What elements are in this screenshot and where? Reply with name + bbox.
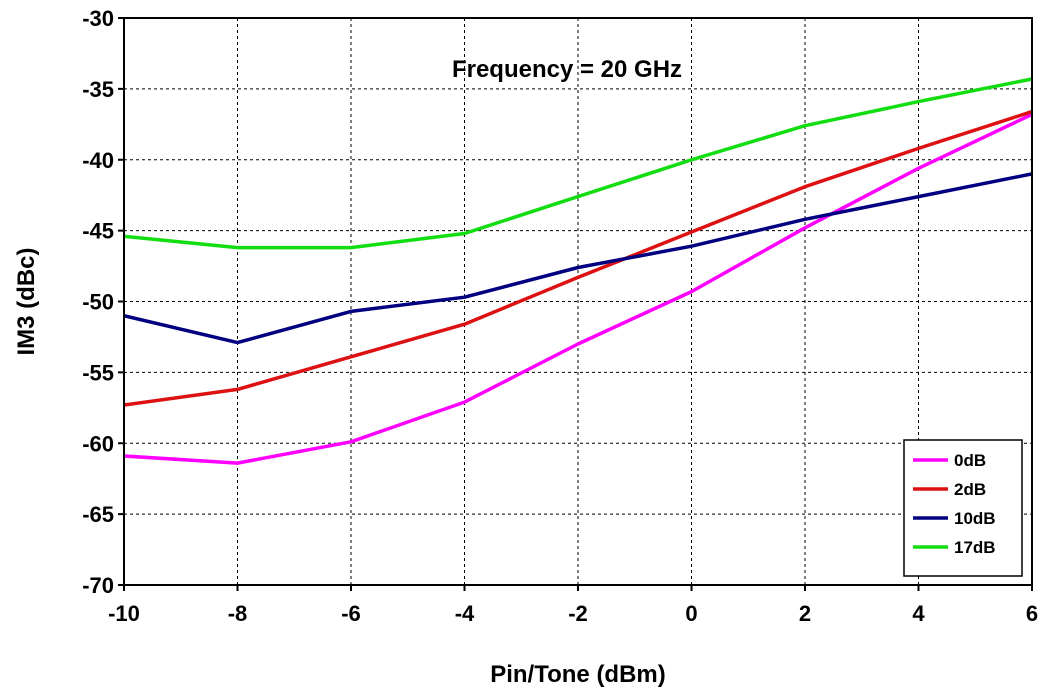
- y-tick-label: -45: [82, 219, 114, 244]
- chart-annotation: Frequency = 20 GHz: [452, 56, 682, 83]
- y-axis-title: IM3 (dBc): [13, 248, 40, 356]
- x-axis-title: Pin/Tone (dBm): [490, 661, 666, 688]
- grid-lines: [124, 18, 1032, 585]
- x-tick-label: -10: [108, 601, 140, 626]
- legend: 0dB 2dB 10dB 17dB: [903, 439, 1023, 577]
- y-tick-label: -65: [82, 502, 114, 527]
- legend-label: 0dB: [954, 451, 986, 470]
- series-line-17dB: [123, 77, 1033, 250]
- series-lines: [123, 77, 1033, 465]
- y-tick-label: -50: [82, 290, 114, 315]
- y-tick-label: -30: [82, 6, 114, 31]
- legend-label: 2dB: [954, 480, 986, 499]
- x-axis-ticks: -10 -8 -6 -4 -2 0 2 4 6: [108, 585, 1038, 626]
- legend-label: 17dB: [954, 538, 996, 557]
- x-tick-label: -4: [455, 601, 475, 626]
- y-tick-label: -40: [82, 148, 114, 173]
- x-tick-label: 6: [1026, 601, 1038, 626]
- y-axis-ticks: -30 -35 -40 -45 -50 -55 -60 -65 -70: [82, 6, 124, 598]
- x-tick-label: 0: [685, 601, 697, 626]
- series-line-0dB: [123, 112, 1033, 465]
- x-tick-label: 4: [912, 601, 925, 626]
- y-tick-label: -60: [82, 431, 114, 456]
- x-tick-label: -8: [228, 601, 248, 626]
- x-tick-label: 2: [799, 601, 811, 626]
- series-line-10dB: [123, 172, 1033, 345]
- legend-label: 10dB: [954, 509, 996, 528]
- series-line-2dB: [123, 109, 1033, 407]
- y-tick-label: -35: [82, 77, 114, 102]
- x-tick-label: -6: [341, 601, 361, 626]
- y-tick-label: -70: [82, 573, 114, 598]
- legend-box: [903, 439, 1023, 577]
- x-tick-label: -2: [568, 601, 588, 626]
- y-tick-label: -55: [82, 360, 114, 385]
